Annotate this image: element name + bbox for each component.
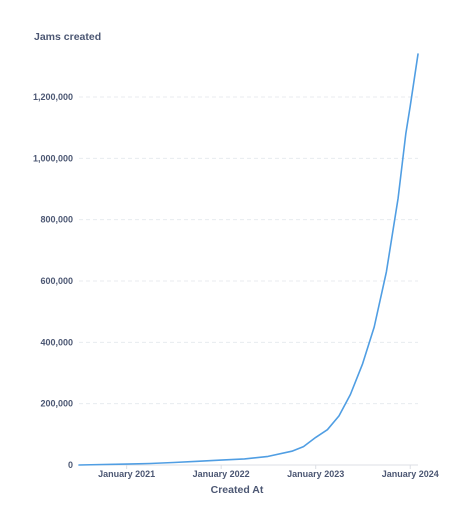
y-tick-label: 600,000 bbox=[40, 276, 73, 286]
series-line bbox=[78, 53, 419, 466]
y-tick-label: 1,200,000 bbox=[33, 92, 73, 102]
series-layer bbox=[78, 53, 419, 466]
x-tick-label: January 2022 bbox=[193, 469, 250, 479]
x-tick-label: January 2024 bbox=[382, 469, 439, 479]
axes bbox=[79, 464, 418, 469]
x-axis-title: Created At bbox=[210, 484, 264, 496]
y-tick-labels: 0 200,000 400,000 600,000 800,000 1,000,000 1,… bbox=[33, 92, 73, 470]
y-tick-label: 200,000 bbox=[40, 399, 73, 409]
y-tick-label: 800,000 bbox=[40, 215, 73, 225]
y-axis-title: Jams created bbox=[34, 31, 102, 43]
x-tick-label: January 2023 bbox=[287, 469, 344, 479]
x-tick-labels: January 2021 January 2022 January 2023 Janu… bbox=[98, 469, 439, 479]
y-tick-label: 0 bbox=[68, 460, 73, 470]
y-tick-label: 400,000 bbox=[40, 337, 73, 347]
y-tick-label: 1,000,000 bbox=[33, 153, 73, 163]
grid-lines bbox=[79, 96, 418, 405]
x-tick-label: January 2021 bbox=[98, 469, 155, 479]
